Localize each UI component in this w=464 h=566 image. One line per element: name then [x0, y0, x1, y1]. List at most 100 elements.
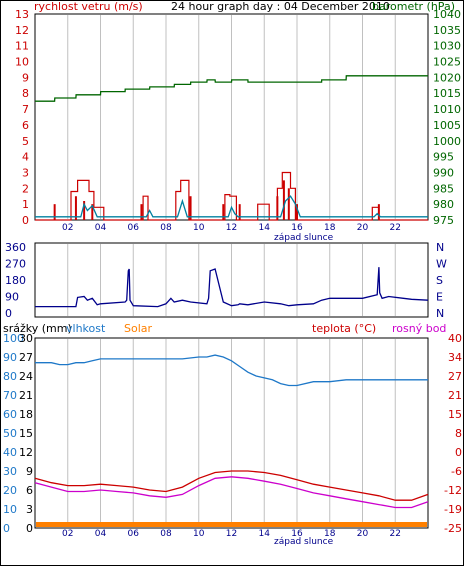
temperature-axis: -25 -19 -12 -6 0 8 15 21 27 34 40: [444, 332, 462, 535]
wind-tick-label: 9: [22, 71, 29, 84]
wind-pressure-grid: [67, 15, 396, 219]
rain-tick-label: 30: [19, 332, 33, 345]
pressure-tick-label: 1025: [433, 56, 461, 69]
temperature-label: teplota (°C): [312, 322, 376, 335]
rain-tick-label: 15: [19, 427, 33, 440]
series-line-dewpoint: [34, 476, 429, 509]
degree-tick-label: 180: [5, 274, 26, 287]
humidity-tick-label: 10: [3, 503, 17, 516]
temperature-tick-label: -25: [444, 522, 462, 535]
x-tick-label: 06: [128, 529, 140, 539]
temperature-tick-label: 34: [448, 351, 462, 364]
compass-tick-label: W: [436, 258, 447, 271]
wind-tick-label: 8: [22, 87, 29, 100]
x-tick-label: 02: [62, 529, 73, 539]
temperature-tick-label: -19: [444, 503, 462, 516]
pressure-label: barometr (hPa): [372, 0, 455, 13]
humidity-tick-label: 70: [3, 389, 17, 402]
wind-tick-label: 4: [22, 151, 29, 164]
humidity-tick-label: 0: [3, 522, 10, 535]
pressure-tick-label: 975: [433, 214, 454, 227]
temperature-tick-label: 8: [455, 427, 462, 440]
temperature-humidity-lines: [34, 354, 429, 527]
wind-tick-label: 5: [22, 135, 29, 148]
pressure-tick-label: 1005: [433, 119, 461, 132]
wind-speed-label: rychlost vetru (m/s): [34, 0, 143, 13]
wind-tick-label: 0: [22, 214, 29, 227]
temperature-tick-label: 21: [448, 389, 462, 402]
temperature-tick-label: 0: [455, 446, 462, 459]
pressure-tick-label: 1010: [433, 103, 461, 116]
x-tick-label: 22: [390, 529, 401, 539]
x-tick-label: 14: [259, 529, 271, 539]
rain-tick-label: 3: [26, 503, 33, 516]
x-tick-label: 08: [160, 223, 172, 233]
humidity-axis: 0 10 20 30 40 50 60 70 80 90 100: [3, 332, 24, 535]
wind-direction-line: [35, 267, 429, 308]
humidity-tick-label: 40: [3, 446, 17, 459]
rain-tick-label: 9: [26, 465, 33, 478]
x-tick-label: 04: [95, 529, 107, 539]
humidity-tick-label: 50: [3, 427, 17, 440]
series-line-temperature: [34, 470, 429, 501]
sunset-label-bottom: západ slunce: [274, 537, 334, 547]
x-tick-label: 08: [160, 529, 172, 539]
temperature-tick-label: -6: [451, 465, 462, 478]
x-tick-label: 18: [324, 223, 336, 233]
x-tick-label: 22: [390, 223, 401, 233]
x-tick-label: 06: [128, 223, 140, 233]
degree-tick-label: 90: [5, 291, 19, 304]
wind-tick-label: 11: [15, 40, 29, 53]
wind-tick-label: 13: [15, 8, 29, 21]
wind-tick-label: 3: [22, 166, 29, 179]
humidity-tick-label: 20: [3, 484, 17, 497]
pressure-tick-label: 995: [433, 151, 454, 164]
pressure-tick-label: 980: [433, 198, 454, 211]
rain-axis: 0 3 6 9 12 15 18 21 24 27 30: [19, 332, 33, 535]
series-line-humidity: [35, 354, 428, 387]
rain-tick-label: 12: [19, 446, 33, 459]
temperature-humidity-x-axis: 02 04 06 08 10 12 14 16 18 20 22: [62, 529, 401, 539]
x-tick-label: 10: [193, 223, 205, 233]
wind-pressure-lines: [35, 75, 428, 221]
rain-tick-label: 21: [19, 389, 33, 402]
wind-tick-label: 2: [22, 182, 29, 195]
pressure-tick-label: 1040: [433, 8, 461, 21]
humidity-tick-label: 30: [3, 465, 17, 478]
temperature-tick-label: 27: [448, 370, 462, 383]
dewpoint-label: rosný bod: [392, 322, 446, 335]
rain-tick-label: 24: [19, 370, 33, 383]
x-tick-label: 16: [291, 223, 303, 233]
x-tick-label: 16: [291, 529, 303, 539]
compass-tick-label: N: [436, 307, 444, 320]
series-line-gust: [35, 171, 428, 221]
degree-tick-label: 0: [5, 307, 12, 320]
x-tick-label: 12: [226, 529, 237, 539]
x-tick-label: 12: [226, 223, 237, 233]
pressure-tick-label: 990: [433, 166, 454, 179]
wind-tick-label: 12: [15, 24, 29, 37]
pressure-tick-label: 1015: [433, 87, 461, 100]
x-tick-label: 18: [324, 529, 336, 539]
rain-tick-label: 27: [19, 351, 33, 364]
x-tick-label: 20: [357, 223, 369, 233]
humidity-tick-label: 100: [3, 332, 24, 345]
pressure-tick-label: 1020: [433, 71, 461, 84]
series-line-wind_avg: [35, 195, 428, 218]
sunset-label: západ slunce: [274, 233, 334, 243]
pressure-tick-label: 985: [433, 182, 454, 195]
x-tick-label: 04: [95, 223, 107, 233]
temperature-tick-label: -12: [444, 484, 462, 497]
compass-tick-label: S: [436, 274, 443, 287]
rain-tick-label: 6: [26, 484, 33, 497]
x-tick-label: 20: [357, 529, 369, 539]
compass-tick-label: N: [436, 241, 444, 254]
temperature-tick-label: 15: [448, 408, 462, 421]
solar-label: Solar: [124, 322, 153, 335]
degree-tick-label: 360: [5, 241, 26, 254]
